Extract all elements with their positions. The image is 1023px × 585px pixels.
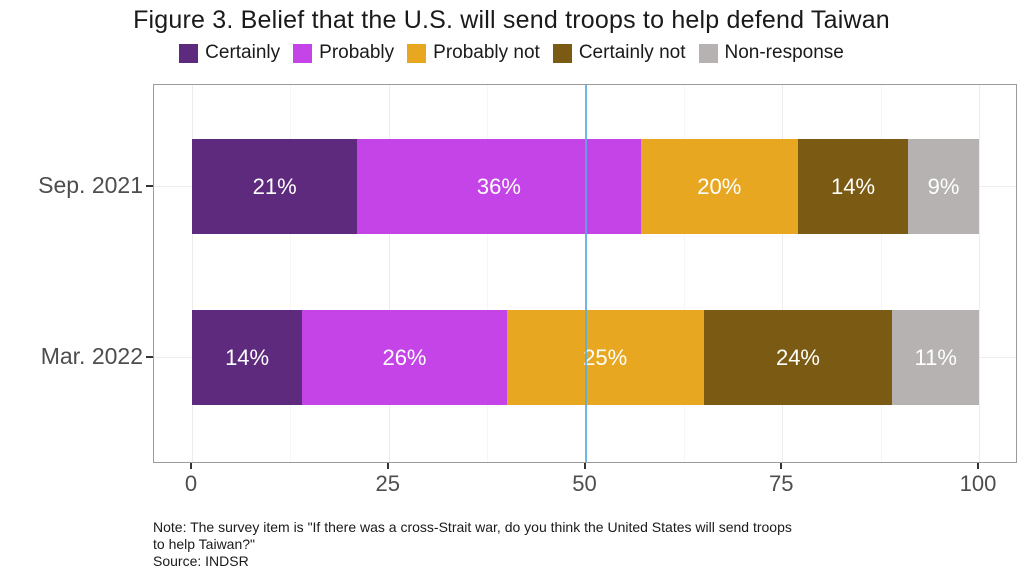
y-axis-tick (146, 184, 153, 187)
legend-label: Certainly not (578, 42, 686, 63)
x-tick-label: 100 (959, 471, 997, 496)
bar-segment: 9% (908, 139, 979, 234)
gridline-major (782, 85, 784, 462)
legend-swatch-non-response (698, 43, 718, 63)
legend-swatch-probably-not (407, 43, 427, 63)
legend-label: Non-response (724, 42, 844, 63)
gridline-major (979, 85, 980, 462)
bar-segment: 11% (892, 310, 979, 405)
bar-row: 21% 36% 20% 14% 9% (154, 139, 1018, 234)
legend-item: Non-response (698, 42, 844, 64)
gridline-minor (290, 85, 292, 462)
y-axis-tick (146, 355, 153, 358)
y-axis-label: Mar. 2022 (40, 342, 143, 369)
bar-segment-label: 25% (583, 344, 628, 370)
x-tick-label: 0 (184, 471, 198, 496)
bar-row: 14% 26% 25% 24% 11% (154, 310, 1018, 405)
legend-label: Probably (319, 42, 395, 63)
bar-segment-label: 14% (831, 173, 876, 199)
bar-segment-label: 14% (225, 344, 270, 370)
x-tick-label: 50 (572, 471, 597, 496)
bar-segment: 26% (302, 310, 507, 405)
note-line-1: Note: The survey item is "If there was a… (153, 519, 792, 535)
x-axis-tick (780, 463, 783, 469)
legend-item: Certainly (179, 42, 280, 64)
bar-segment-label: 21% (252, 173, 297, 199)
bar-segment-label: 11% (914, 344, 957, 370)
bar-segment-label: 26% (382, 344, 427, 370)
gridline-major (388, 85, 390, 462)
note-line-2: to help Taiwan?" (153, 536, 256, 552)
plot-panel: 21% 36% 20% 14% 9% 14% 26% 25% 24% 11% (153, 84, 1017, 463)
legend-item: Probably not (407, 42, 540, 64)
bar-segment-label: 24% (775, 344, 820, 370)
gridline-major (192, 85, 193, 462)
x-tick-label: 25 (375, 471, 400, 496)
legend-label: Probably not (433, 42, 540, 63)
legend-swatch-certainly (179, 43, 199, 63)
bar-segment-label: 36% (476, 173, 521, 199)
bar-segment: 36% (357, 139, 641, 234)
bar-segment: 25% (506, 310, 704, 405)
x-axis-tick (583, 463, 586, 469)
bar-segment: 14% (797, 139, 909, 234)
bar-segment-label: 20% (697, 173, 742, 199)
gridline-minor (683, 85, 685, 462)
x-axis-tick (386, 463, 389, 469)
legend: Certainly Probably Probably not Certainly n… (0, 41, 1023, 65)
bar-segment: 14% (192, 310, 303, 405)
reference-line-50 (584, 85, 587, 462)
bar-segment: 24% (703, 310, 893, 405)
x-tick-label: 75 (769, 471, 794, 496)
chart-title: Figure 3. Belief that the U.S. will send… (133, 6, 890, 34)
legend-swatch-certainly-not (552, 43, 572, 63)
x-axis-tick (190, 463, 192, 469)
x-axis-tick (977, 463, 979, 469)
legend-swatch-probably (293, 43, 313, 63)
bar-segment-label: 9% (927, 173, 960, 199)
legend-item: Certainly not (552, 42, 686, 64)
footnote: Note: The survey item is "If there was a… (153, 519, 1013, 570)
legend-label: Certainly (205, 42, 281, 63)
bar-segment: 21% (192, 139, 358, 234)
gridline-minor (880, 85, 882, 462)
source-line: Source: INDSR (153, 553, 249, 569)
legend-item: Probably (293, 42, 394, 64)
bar-segment: 20% (640, 139, 798, 234)
gridline-minor (487, 85, 489, 462)
y-axis-label: Sep. 2021 (38, 171, 143, 198)
